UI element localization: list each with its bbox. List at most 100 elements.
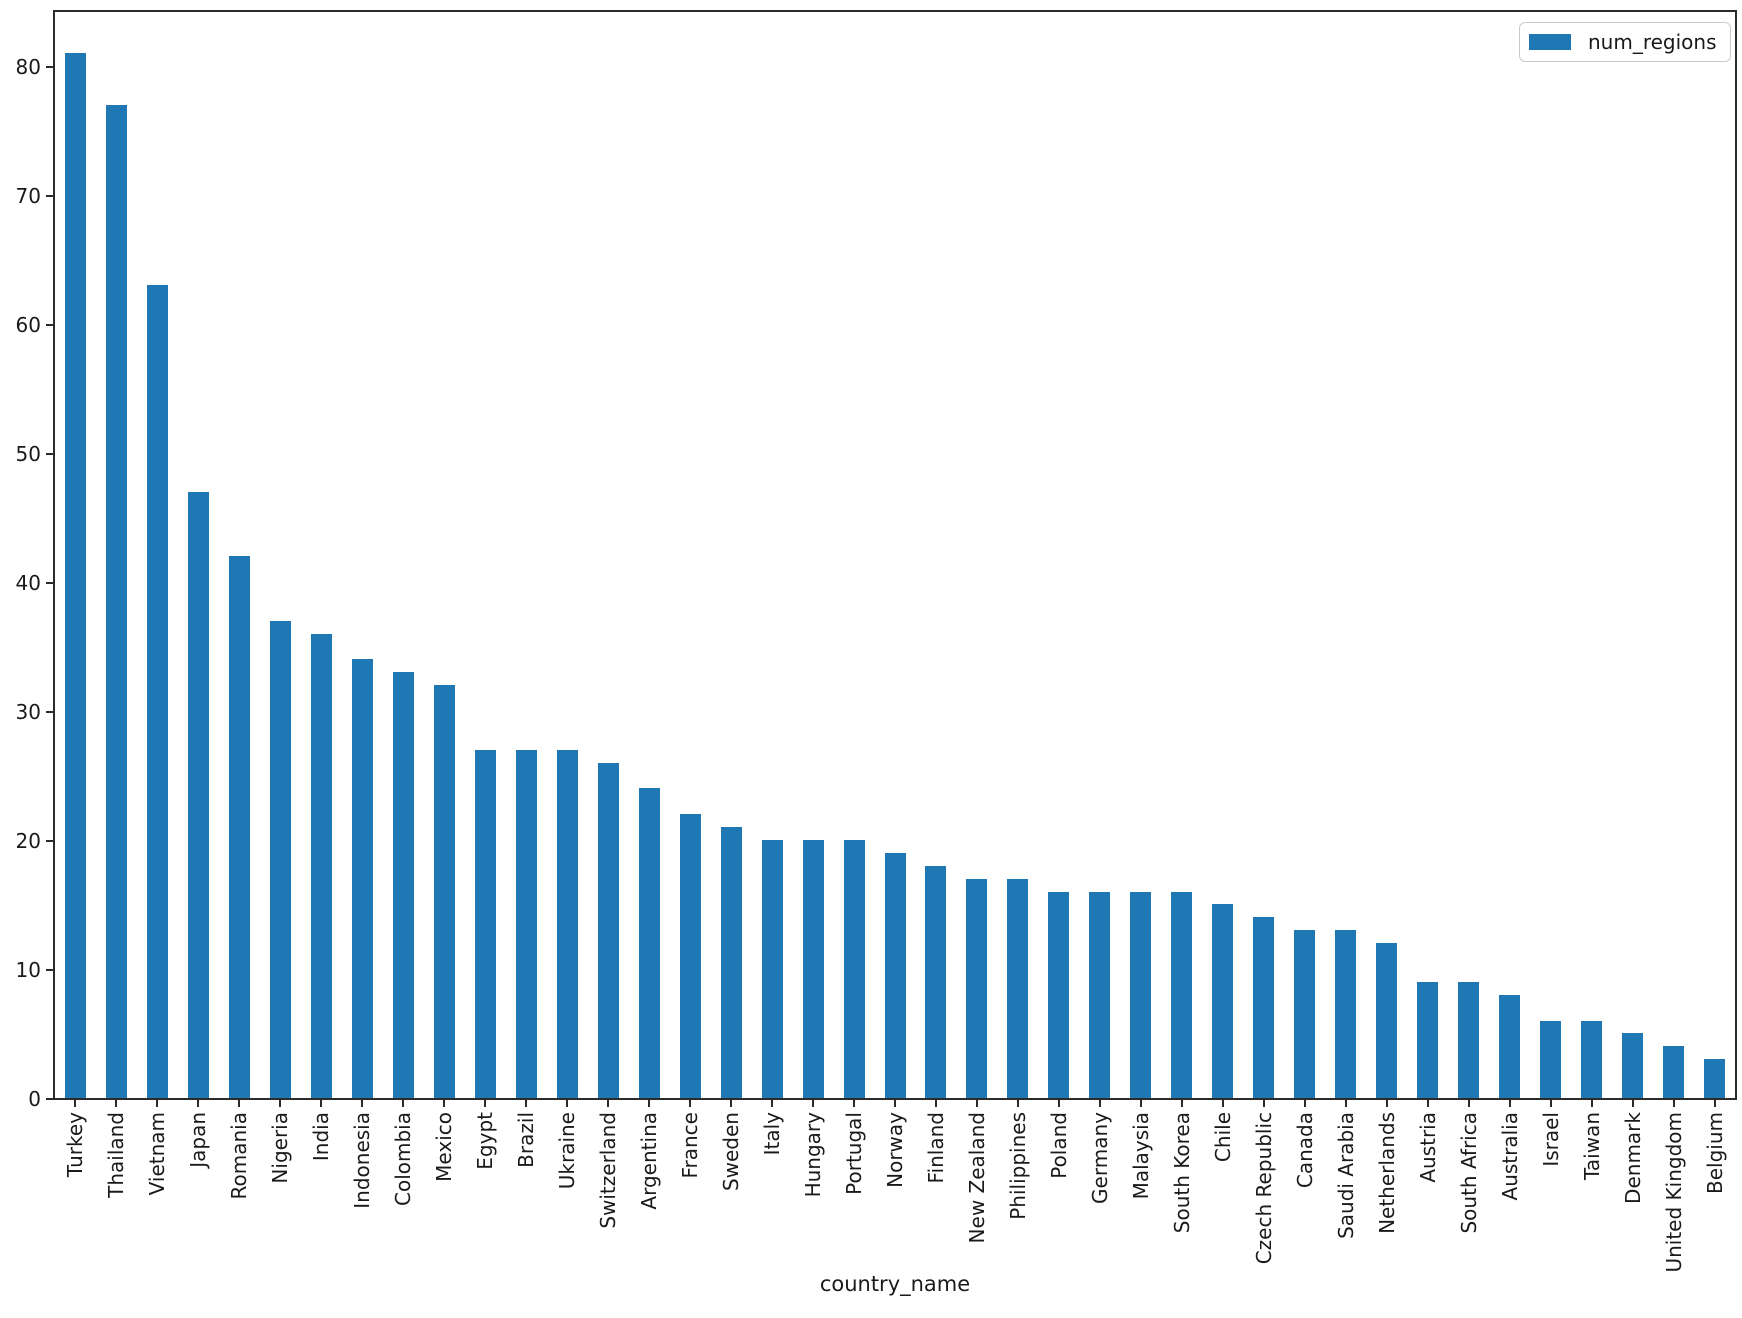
x-tick-mark bbox=[1631, 1100, 1634, 1107]
x-tick-label-netherlands: Netherlands bbox=[1374, 1112, 1399, 1234]
x-tick-label-chile: Chile bbox=[1210, 1112, 1235, 1163]
x-tick-label-egypt: Egypt bbox=[473, 1112, 498, 1170]
x-tick-label-indonesia: Indonesia bbox=[350, 1112, 375, 1209]
bar-chile bbox=[1212, 904, 1234, 1098]
x-tick-mark bbox=[525, 1100, 528, 1107]
x-tick-label-italy: Italy bbox=[760, 1112, 785, 1156]
x-tick-label-turkey: Turkey bbox=[63, 1112, 88, 1178]
y-tick-mark bbox=[46, 582, 53, 584]
x-tick-mark bbox=[156, 1100, 159, 1107]
x-tick-label-colombia: Colombia bbox=[391, 1112, 416, 1206]
x-tick-mark bbox=[730, 1100, 733, 1107]
x-tick-mark bbox=[1508, 1100, 1511, 1107]
legend-swatch bbox=[1529, 34, 1571, 50]
x-tick-mark bbox=[238, 1100, 241, 1107]
x-tick-mark bbox=[1426, 1100, 1429, 1107]
x-tick-label-poland: Poland bbox=[1046, 1112, 1071, 1179]
x-tick-label-israel: Israel bbox=[1538, 1112, 1563, 1167]
x-tick-mark bbox=[1385, 1100, 1388, 1107]
x-tick-mark bbox=[894, 1100, 896, 1107]
x-tick-label-india: India bbox=[309, 1112, 334, 1162]
x-tick-label-south-korea: South Korea bbox=[1169, 1112, 1194, 1234]
y-tick-label-0: 0 bbox=[28, 1087, 41, 1111]
x-tick-label-united-kingdom: United Kingdom bbox=[1661, 1112, 1686, 1273]
y-tick-label-80: 80 bbox=[15, 55, 41, 79]
bar-philippines bbox=[1007, 879, 1029, 1098]
bar-turkey bbox=[64, 53, 86, 1098]
x-tick-label-hungary: Hungary bbox=[801, 1112, 826, 1198]
bar-austria bbox=[1417, 982, 1439, 1098]
x-tick-mark bbox=[975, 1100, 978, 1107]
y-tick-label-70: 70 bbox=[15, 184, 41, 208]
x-tick-mark bbox=[1180, 1100, 1183, 1107]
bar-south-africa bbox=[1458, 982, 1480, 1098]
x-tick-label-argentina: Argentina bbox=[637, 1112, 662, 1210]
bar-poland bbox=[1048, 892, 1070, 1098]
x-tick-mark bbox=[648, 1100, 651, 1107]
bar-netherlands bbox=[1376, 943, 1398, 1098]
x-tick-label-denmark: Denmark bbox=[1620, 1112, 1645, 1204]
x-tick-label-vietnam: Vietnam bbox=[145, 1112, 170, 1196]
x-tick-label-brazil: Brazil bbox=[514, 1112, 539, 1168]
x-tick-label-japan: Japan bbox=[186, 1112, 211, 1168]
bar-mexico bbox=[433, 685, 455, 1098]
x-tick-label-taiwan: Taiwan bbox=[1579, 1112, 1604, 1181]
x-tick-label-austria: Austria bbox=[1415, 1112, 1440, 1183]
x-tick-mark bbox=[1303, 1100, 1306, 1107]
x-tick-label-finland: Finland bbox=[923, 1112, 948, 1184]
x-tick-label-new-zealand: New Zealand bbox=[964, 1112, 989, 1244]
y-tick-label-40: 40 bbox=[15, 571, 41, 595]
x-tick-mark bbox=[1467, 1100, 1470, 1107]
x-tick-label-germany: Germany bbox=[1087, 1112, 1112, 1204]
bar-malaysia bbox=[1130, 892, 1152, 1098]
y-tick-mark bbox=[46, 969, 53, 971]
x-tick-mark bbox=[361, 1100, 364, 1107]
x-tick-mark bbox=[1713, 1100, 1716, 1107]
x-tick-mark bbox=[115, 1100, 118, 1107]
bar-ukraine bbox=[556, 750, 578, 1098]
bar-germany bbox=[1089, 892, 1111, 1098]
bar-australia bbox=[1499, 995, 1521, 1098]
y-tick-mark bbox=[46, 453, 53, 455]
x-tick-mark bbox=[402, 1100, 405, 1107]
x-tick-mark bbox=[1344, 1100, 1347, 1107]
bar-argentina bbox=[638, 788, 660, 1098]
legend: num_regions bbox=[1519, 22, 1731, 62]
y-tick-label-10: 10 bbox=[15, 958, 41, 982]
x-tick-mark bbox=[484, 1100, 487, 1107]
x-tick-mark bbox=[1221, 1100, 1224, 1107]
bar-nigeria bbox=[269, 621, 291, 1098]
x-tick-mark bbox=[1262, 1100, 1265, 1107]
bar-egypt bbox=[474, 750, 496, 1098]
x-tick-mark bbox=[197, 1100, 200, 1107]
x-axis-title: country_name bbox=[819, 1272, 971, 1296]
bar-united-kingdom bbox=[1663, 1046, 1685, 1098]
bar-south-korea bbox=[1171, 892, 1193, 1098]
x-tick-label-sweden: Sweden bbox=[719, 1112, 744, 1192]
bar-portugal bbox=[843, 840, 865, 1098]
x-tick-mark bbox=[1098, 1100, 1101, 1107]
bar-finland bbox=[925, 866, 947, 1098]
y-tick-label-30: 30 bbox=[15, 700, 41, 724]
bar-israel bbox=[1540, 1021, 1562, 1098]
x-tick-mark bbox=[320, 1100, 323, 1107]
x-tick-label-ukraine: Ukraine bbox=[555, 1112, 580, 1190]
bar-switzerland bbox=[597, 763, 619, 1098]
x-tick-label-belgium: Belgium bbox=[1702, 1112, 1727, 1194]
x-tick-mark bbox=[853, 1100, 856, 1107]
bar-colombia bbox=[392, 672, 414, 1098]
x-tick-label-mexico: Mexico bbox=[432, 1112, 457, 1182]
x-tick-mark bbox=[1057, 1100, 1060, 1107]
bar-denmark bbox=[1622, 1033, 1644, 1098]
bar-sweden bbox=[720, 827, 742, 1098]
y-tick-mark bbox=[46, 1098, 53, 1100]
bar-canada bbox=[1294, 930, 1316, 1098]
legend-label: num_regions bbox=[1588, 30, 1717, 54]
x-tick-mark bbox=[443, 1100, 446, 1107]
y-tick-mark bbox=[46, 66, 53, 68]
y-tick-label-50: 50 bbox=[15, 442, 41, 466]
x-tick-label-thailand: Thailand bbox=[104, 1112, 129, 1198]
x-tick-label-czech-republic: Czech Republic bbox=[1251, 1112, 1276, 1265]
y-tick-label-20: 20 bbox=[15, 829, 41, 853]
